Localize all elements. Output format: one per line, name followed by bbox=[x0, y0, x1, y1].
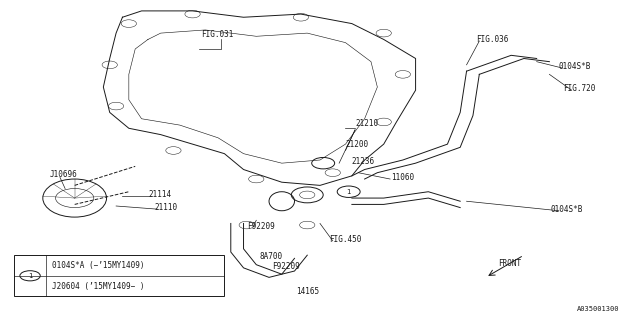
Text: 8A700: 8A700 bbox=[259, 252, 283, 261]
Text: 1: 1 bbox=[346, 189, 351, 195]
Text: 0104S*B: 0104S*B bbox=[550, 205, 583, 214]
Text: FIG.720: FIG.720 bbox=[563, 84, 596, 93]
Text: FRONT: FRONT bbox=[499, 259, 522, 268]
Text: J10696: J10696 bbox=[49, 170, 77, 179]
Text: FIG.450: FIG.450 bbox=[330, 235, 362, 244]
Text: 1: 1 bbox=[28, 273, 32, 279]
Text: FIG.031: FIG.031 bbox=[201, 30, 233, 39]
Text: 11060: 11060 bbox=[392, 173, 415, 182]
Text: 21114: 21114 bbox=[148, 190, 171, 199]
Text: 21210: 21210 bbox=[355, 119, 378, 128]
Text: 21236: 21236 bbox=[352, 157, 375, 166]
Text: 0104S*A (−’15MY1409): 0104S*A (−’15MY1409) bbox=[52, 261, 145, 270]
Text: 21110: 21110 bbox=[154, 203, 177, 212]
Text: A035001300: A035001300 bbox=[577, 306, 620, 312]
Text: F92209: F92209 bbox=[246, 222, 275, 231]
Text: J20604 (’15MY1409− ): J20604 (’15MY1409− ) bbox=[52, 282, 145, 291]
Text: 0104S*B: 0104S*B bbox=[559, 62, 591, 71]
Text: 14165: 14165 bbox=[296, 287, 319, 296]
Bar bbox=[14, 255, 225, 296]
Text: F92209: F92209 bbox=[272, 262, 300, 271]
Text: 21200: 21200 bbox=[346, 140, 369, 148]
Text: FIG.036: FIG.036 bbox=[476, 35, 509, 44]
